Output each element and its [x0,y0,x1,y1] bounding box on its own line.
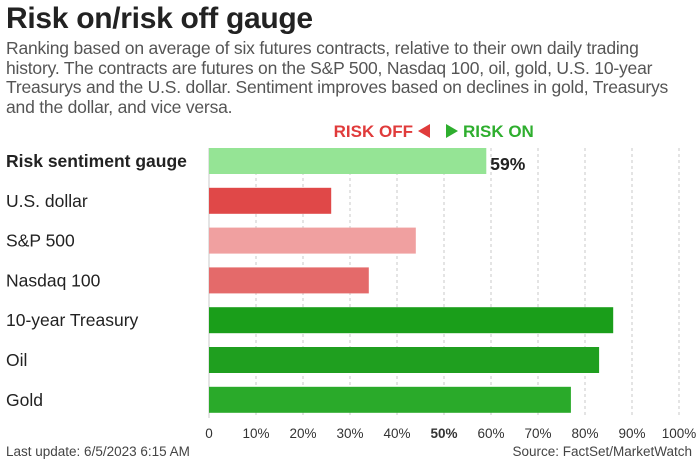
source-credit: Source: FactSet/MarketWatch [512,444,692,459]
bar-oil [209,347,600,373]
risk-off-label: RISK OFF [334,122,413,141]
x-tick-label: 50% [430,426,457,441]
category-label: Risk sentiment gauge [6,151,187,171]
tick-layer: 0 10% 20% 30% 40% 50% 60% 70% 80% 90% 100% [205,426,696,441]
bar-10-year-treasury [209,307,614,334]
chart-subtitle: Ranking based on average of six futures … [6,38,669,117]
x-tick-label: 30% [336,426,363,441]
last-update: Last update: 6/5/2023 6:15 AM [6,444,190,459]
chart-title: Risk on/risk off gauge [6,2,313,35]
category-label: Gold [6,390,43,410]
arrow-left-icon [418,124,430,138]
bar-gold [209,386,571,413]
category-label: Oil [6,350,27,370]
risk-on-label: RISK ON [463,122,534,141]
x-tick-label: 0 [205,426,213,441]
category-label: Nasdaq 100 [6,270,101,290]
value-label: 59% [490,154,525,174]
arrow-right-icon [446,124,458,138]
x-tick-label: 60% [477,426,504,441]
bar-u-s-dollar [209,187,332,214]
x-tick-label: 100% [662,426,697,441]
bar-layer [209,148,614,413]
label-layer: Risk sentiment gauge 59% U.S. dollar S&P 50… [6,151,526,410]
x-tick-label: 40% [383,426,410,441]
category-label: 10-year Treasury [6,310,139,330]
x-tick-label: 20% [289,426,316,441]
x-tick-label: 90% [618,426,645,441]
x-tick-label: 70% [524,426,551,441]
bar-s-p-500 [209,227,416,254]
x-tick-label: 10% [242,426,269,441]
category-label: S&P 500 [6,231,75,251]
category-label: U.S. dollar [6,191,88,211]
bar-nasdaq-100 [209,267,369,294]
x-tick-label: 80% [571,426,598,441]
legend-layer: RISK OFF RISK ON [334,122,534,141]
bar-risk-sentiment-gauge [209,148,487,174]
